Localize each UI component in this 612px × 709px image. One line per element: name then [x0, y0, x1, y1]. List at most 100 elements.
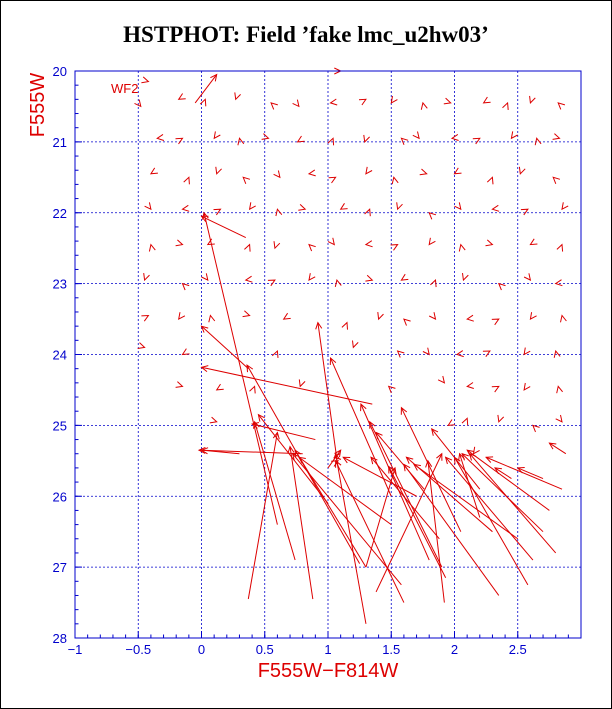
data-marker	[249, 385, 256, 394]
data-marker	[177, 93, 186, 100]
arrow-head	[200, 325, 209, 333]
data-marker	[148, 243, 156, 252]
data-marker	[430, 279, 437, 288]
data-marker	[502, 101, 509, 110]
arrow-shaft	[369, 421, 443, 568]
data-marker	[556, 243, 564, 252]
data-marker	[248, 202, 256, 211]
data-arrow	[333, 452, 367, 624]
data-marker	[390, 95, 398, 104]
data-arrow	[485, 456, 563, 490]
arrow-shaft	[298, 456, 392, 526]
x-tick-label: 0.5	[256, 642, 274, 657]
data-marker	[560, 314, 567, 323]
arrow-head	[494, 467, 502, 475]
data-marker	[447, 419, 456, 427]
data-marker	[181, 348, 190, 356]
data-marker	[461, 417, 469, 426]
x-tick-label: 0	[198, 642, 205, 657]
arrow-shaft	[365, 467, 396, 568]
data-marker	[428, 212, 437, 220]
arrow-head	[485, 456, 494, 463]
data-marker	[466, 382, 474, 389]
data-marker	[209, 416, 218, 424]
data-arrow	[388, 465, 447, 578]
arrow-head	[291, 452, 300, 461]
arrow-head	[342, 456, 351, 464]
data-marker	[555, 414, 563, 423]
data-arrow	[327, 449, 342, 469]
data-marker	[141, 76, 150, 84]
data-marker	[365, 274, 374, 282]
data-marker	[428, 237, 436, 246]
data-marker	[244, 243, 251, 252]
arrow-shaft	[194, 74, 218, 104]
data-marker	[181, 282, 190, 291]
chart-title: HSTPHOT: Field ’fake lmc_u2hw03’	[123, 22, 489, 47]
arrow-shaft	[342, 456, 417, 497]
data-marker	[396, 350, 405, 358]
data-marker	[270, 102, 278, 110]
arrow-shaft	[294, 449, 367, 568]
y-tick-label: 23	[53, 277, 67, 292]
x-tick-label: 2	[451, 642, 458, 657]
arrow-shaft	[445, 456, 534, 561]
data-marker	[529, 238, 538, 246]
arrow-head	[453, 456, 461, 465]
tick-layer: −1 −0.5 0 0.5 1 1.5 2 2.5 20 21 22 23 24 25 26 27 28	[53, 64, 582, 657]
data-marker	[234, 92, 241, 101]
arrow-head	[444, 456, 453, 465]
data-marker	[352, 340, 359, 349]
arrow-head	[516, 467, 525, 474]
y-tick-label: 24	[53, 348, 67, 363]
data-marker	[175, 381, 184, 388]
data-marker	[178, 312, 186, 321]
data-marker	[215, 383, 224, 391]
data-marker	[529, 95, 536, 104]
data-arrow	[403, 463, 500, 596]
data-arrow	[287, 445, 314, 600]
data-arrow	[200, 215, 246, 239]
data-marker	[183, 176, 190, 185]
data-arrow	[466, 449, 550, 511]
data-arrow	[291, 452, 402, 586]
arrow-shaft	[360, 403, 430, 561]
arrow-shaft	[403, 464, 500, 596]
data-marker	[339, 203, 348, 210]
data-arrow	[297, 456, 392, 526]
arrow-head	[458, 452, 465, 461]
data-marker	[443, 97, 452, 105]
data-marker	[365, 166, 373, 175]
data-marker	[387, 385, 396, 394]
y-tick-label: 25	[53, 418, 67, 433]
data-marker	[215, 166, 222, 175]
data-marker	[491, 204, 500, 212]
data-marker	[292, 99, 300, 108]
x-axis-label: F555W−F814W	[258, 660, 399, 682]
arrow-shaft	[201, 325, 249, 370]
arrow-shaft	[254, 421, 296, 561]
arrow-shaft	[388, 466, 447, 578]
data-marker	[428, 312, 437, 321]
data-marker	[298, 204, 307, 211]
data-arrow	[360, 403, 430, 561]
arrow-head	[200, 215, 209, 223]
x-tick-label: −0.5	[125, 642, 151, 657]
arrow-head	[425, 459, 433, 468]
data-arrow	[516, 467, 544, 479]
data-marker	[141, 314, 150, 322]
data-marker	[419, 168, 428, 176]
data-marker	[213, 131, 221, 140]
data-marker	[333, 452, 342, 460]
data-marker	[403, 318, 411, 326]
arrow-shaft	[517, 467, 544, 479]
data-marker	[532, 424, 540, 433]
arrow-shaft	[335, 460, 405, 603]
data-arrow	[494, 467, 512, 479]
arrow-shaft	[427, 460, 445, 603]
arrow-shaft	[317, 322, 339, 468]
data-marker	[482, 350, 491, 357]
arrow-head	[400, 406, 408, 415]
data-marker	[552, 133, 561, 140]
